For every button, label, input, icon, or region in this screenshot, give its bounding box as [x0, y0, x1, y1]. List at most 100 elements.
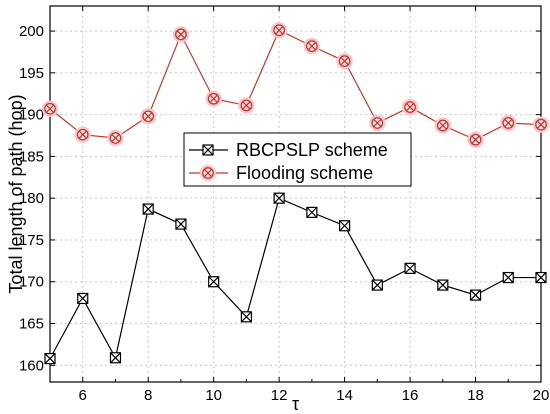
- x-tick-labels: 6 8 10 12 14 16 18 20: [79, 387, 550, 404]
- axis-ticks: [49, 6, 542, 382]
- data-point-flooding-x2: [242, 101, 251, 110]
- data-point-rbcpslp: [208, 276, 220, 288]
- x-tick-label: 14: [336, 387, 353, 404]
- data-point-rbcpslp: [502, 271, 514, 284]
- data-point-flooding: [74, 126, 91, 143]
- data-point-flooding: [270, 22, 288, 39]
- data-point-rbcpslp: [109, 352, 122, 364]
- data-point-flooding: [238, 97, 255, 114]
- data-point-flooding-x2: [176, 30, 186, 39]
- data-point-rbcpslp: [142, 203, 154, 215]
- y-tick-label: 200: [19, 23, 44, 40]
- data-point-flooding-x2: [45, 104, 55, 113]
- y-tick-label: 190: [19, 107, 44, 124]
- series-flooding: [41, 22, 550, 148]
- x-tick-label: 10: [205, 387, 222, 404]
- data-point-rbcpslp-x2: [110, 352, 121, 364]
- legend-marker-rbcpslp: [202, 144, 214, 156]
- data-point-rbcpslp: [339, 220, 351, 232]
- data-point-rbcpslp-x2: [44, 353, 56, 365]
- data-point-rbcpslp-x2: [208, 276, 220, 288]
- data-point-flooding-x2: [504, 118, 513, 128]
- y-tick-label: 180: [19, 190, 44, 207]
- data-point-flooding-x2: [373, 118, 382, 128]
- data-point-rbcpslp: [273, 192, 285, 204]
- legend-marker-shape-x2: [202, 144, 214, 156]
- data-point-rbcpslp: [77, 292, 89, 305]
- legend-box: [183, 132, 412, 187]
- data-point-rbcpslp-x2: [142, 203, 154, 215]
- data-point-flooding-x2: [111, 133, 120, 143]
- data-point-rbcpslp: [306, 206, 318, 218]
- data-point-rbcpslp: [371, 279, 383, 291]
- y-tick-label: 160: [19, 357, 44, 374]
- data-point-flooding: [205, 90, 222, 107]
- data-point-flooding-x2: [144, 112, 153, 121]
- data-point-rbcpslp-x2: [306, 206, 318, 218]
- data-point-flooding-x2: [307, 41, 317, 51]
- series-line-flooding: [49, 29, 542, 141]
- data-point-flooding-x2: [274, 26, 284, 35]
- data-point-flooding: [41, 100, 59, 117]
- data-point-flooding: [434, 117, 451, 134]
- data-point-rbcpslp-x2: [240, 311, 252, 323]
- series-line-rbcpslp: [49, 197, 541, 360]
- data-point-flooding: [500, 114, 517, 132]
- x-tick-label: 8: [144, 387, 152, 404]
- y-tick-labels: 160 165 170 175 180 185 190 195 200: [19, 23, 44, 374]
- legend-label-flooding: Flooding scheme: [236, 163, 373, 183]
- x-tick-label: 20: [533, 387, 550, 404]
- data-point-flooding-x2: [471, 135, 480, 144]
- data-point-flooding: [401, 98, 419, 116]
- data-point-flooding: [107, 129, 124, 147]
- data-point-rbcpslp-x2: [502, 272, 514, 283]
- data-point-rbcpslp: [44, 353, 56, 365]
- x-tick-label: 16: [402, 387, 419, 404]
- x-axis-label: τ: [292, 394, 299, 414]
- data-point-rbcpslp-x2: [339, 220, 351, 232]
- x-tick-label: 12: [271, 387, 288, 404]
- x-tick-label: 6: [79, 387, 87, 404]
- data-point-rbcpslp-x2: [77, 293, 89, 304]
- data-point-rbcpslp: [437, 279, 449, 291]
- data-point-rbcpslp-x2: [371, 279, 383, 291]
- series-rbcpslp: [44, 192, 547, 365]
- data-point-flooding-x2: [438, 121, 447, 130]
- data-point-rbcpslp-x2: [535, 272, 547, 283]
- data-point-rbcpslp-x2: [175, 218, 187, 230]
- y-tick-label: 175: [19, 232, 44, 249]
- data-point-flooding: [467, 131, 484, 148]
- data-point-flooding: [336, 52, 353, 70]
- legend-marker-shape-x2: [203, 168, 213, 178]
- legend: RBCPSLP scheme Flooding scheme: [183, 132, 412, 187]
- y-tick-label: 195: [19, 65, 44, 82]
- legend-marker-shape: [199, 164, 217, 182]
- data-point-flooding-x2: [405, 102, 415, 112]
- data-point-flooding: [532, 116, 550, 133]
- y-tick-label: 185: [19, 148, 44, 165]
- data-point-rbcpslp: [404, 262, 416, 274]
- x-tick-label: 18: [467, 387, 484, 404]
- data-point-flooding-x2: [78, 130, 87, 139]
- data-point-rbcpslp-x2: [273, 192, 285, 204]
- data-point-rbcpslp: [469, 289, 482, 301]
- plot-area-frame: [49, 5, 542, 383]
- y-tick-label: 170: [19, 274, 44, 291]
- data-point-flooding: [172, 26, 190, 43]
- data-point-flooding: [369, 114, 386, 132]
- legend-marker-shape: [202, 144, 214, 156]
- data-point-flooding-x2: [209, 94, 218, 103]
- y-axis-label: Total length of path (hop): [6, 94, 26, 293]
- series-layer: [41, 22, 550, 365]
- legend-marker-flooding: [199, 164, 217, 182]
- y-tick-label: 165: [19, 316, 44, 333]
- data-point-flooding: [140, 108, 157, 125]
- data-point-rbcpslp: [175, 218, 187, 230]
- data-point-flooding-x2: [340, 57, 349, 66]
- grid: [50, 6, 542, 382]
- data-point-rbcpslp: [535, 271, 547, 284]
- data-point-rbcpslp: [240, 311, 252, 323]
- data-point-flooding-x2: [536, 120, 546, 129]
- legend-label-rbcpslp: RBCPSLP scheme: [236, 140, 388, 160]
